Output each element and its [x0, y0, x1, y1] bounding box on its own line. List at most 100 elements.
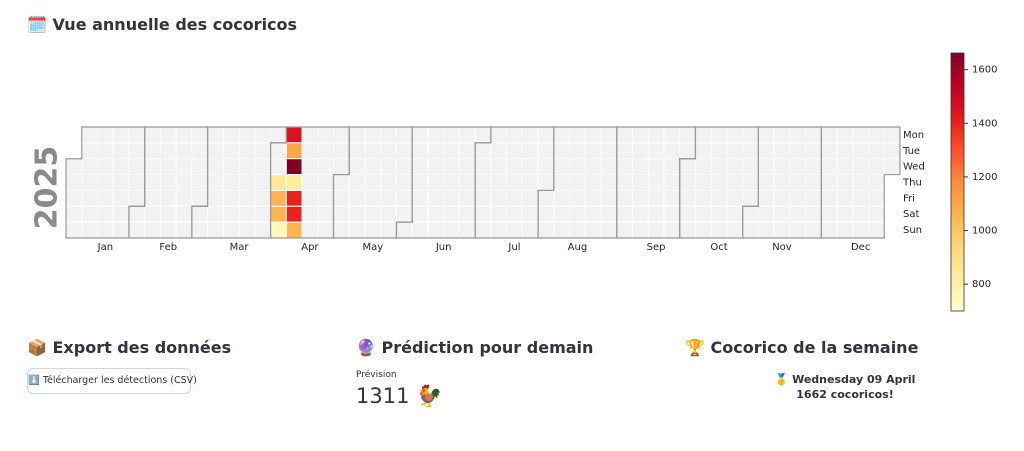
day-cell	[694, 221, 712, 239]
day-cell	[584, 189, 602, 207]
day-cell	[773, 221, 791, 239]
day-cell	[584, 158, 602, 176]
day-cell	[301, 126, 319, 144]
day-cell	[584, 142, 602, 160]
day-cell	[757, 189, 775, 207]
day-cell	[490, 221, 508, 239]
day-cell	[789, 142, 807, 160]
day-cell	[805, 174, 822, 191]
day-cell	[207, 158, 224, 176]
colorbar-tick-label: 1600	[972, 65, 997, 76]
day-cell	[679, 174, 696, 191]
day-cell	[820, 221, 838, 239]
day-cell	[159, 126, 177, 144]
day-cell	[679, 126, 696, 144]
day-cell	[380, 142, 397, 160]
day-cell	[694, 142, 712, 160]
day-cell	[364, 126, 382, 144]
day-cell	[128, 221, 146, 239]
day-cell	[600, 142, 618, 160]
day-cell	[317, 158, 335, 176]
day-cell	[175, 142, 193, 160]
day-cell	[789, 189, 807, 207]
value-cell	[270, 174, 287, 191]
day-cell	[600, 174, 618, 191]
calendar-chart: Jan Feb Mar Apr May Jun Jul Aug Sep Oct Nov Dec Mon T…	[30, 52, 997, 312]
value-cell	[285, 158, 303, 176]
day-cell	[710, 221, 728, 239]
day-cell	[616, 142, 633, 160]
day-cell	[207, 221, 224, 239]
day-cell	[458, 174, 476, 191]
metric-value: 1311 🐓	[356, 384, 443, 408]
day-cell	[584, 205, 602, 223]
day-cell	[490, 174, 508, 191]
day-cell	[521, 205, 539, 223]
day-cell	[191, 142, 209, 160]
day-cell	[474, 221, 492, 239]
day-cell	[144, 174, 161, 191]
day-cell	[852, 126, 870, 144]
day-cell	[128, 205, 146, 223]
day-cell	[537, 158, 555, 176]
day-cell	[600, 221, 618, 239]
value-cell	[285, 142, 303, 160]
day-cell	[411, 174, 429, 191]
day-cell	[521, 189, 539, 207]
day-cell	[742, 142, 759, 160]
day-cell	[128, 126, 146, 144]
day-cell	[395, 221, 413, 239]
weekday-label: Fri	[903, 193, 915, 204]
colorbar-tick-label: 800	[972, 279, 991, 290]
day-cell	[647, 174, 665, 191]
colorbar	[950, 52, 965, 312]
day-cell	[820, 174, 838, 191]
day-cell	[726, 221, 744, 239]
day-cell	[868, 189, 885, 207]
day-cell	[301, 174, 319, 191]
day-cell	[773, 174, 791, 191]
day-cell	[427, 158, 445, 176]
day-cell	[175, 158, 193, 176]
day-cell	[270, 142, 287, 160]
day-cell	[569, 174, 586, 191]
day-cell	[301, 142, 319, 160]
day-cell	[348, 158, 366, 176]
day-cell	[506, 189, 523, 207]
day-cell	[380, 126, 397, 144]
day-cell	[96, 221, 114, 239]
day-cell	[521, 221, 539, 239]
day-cell	[238, 205, 256, 223]
day-cell	[710, 158, 728, 176]
day-cell	[191, 126, 209, 144]
section-title: 🔮 Prédiction pour demain	[356, 338, 594, 357]
day-cell	[333, 189, 350, 207]
day-cell	[364, 205, 382, 223]
day-cell	[81, 126, 98, 144]
weekday-label: Sun	[903, 225, 922, 236]
day-cell	[144, 221, 161, 239]
month-label: Jul	[507, 242, 520, 253]
month-label: Dec	[851, 242, 870, 253]
day-cell	[159, 189, 177, 207]
day-cell	[506, 174, 523, 191]
month-label: Mar	[230, 242, 250, 253]
day-cell	[333, 142, 350, 160]
day-cell	[159, 221, 177, 239]
day-cell	[112, 221, 130, 239]
download-button[interactable]: ⬇️ Télécharger les détections (CSV)	[27, 368, 197, 394]
day-cell	[112, 126, 130, 144]
day-cell	[805, 158, 822, 176]
day-cell	[537, 174, 555, 191]
day-cell	[584, 126, 602, 144]
day-cell	[789, 205, 807, 223]
day-cell	[663, 142, 681, 160]
day-cell	[458, 158, 476, 176]
day-cell	[490, 205, 508, 223]
day-cell	[175, 205, 193, 223]
day-cell	[694, 174, 712, 191]
day-cell	[443, 189, 460, 207]
day-cell	[395, 189, 413, 207]
day-cell	[395, 158, 413, 176]
day-cell	[159, 142, 177, 160]
